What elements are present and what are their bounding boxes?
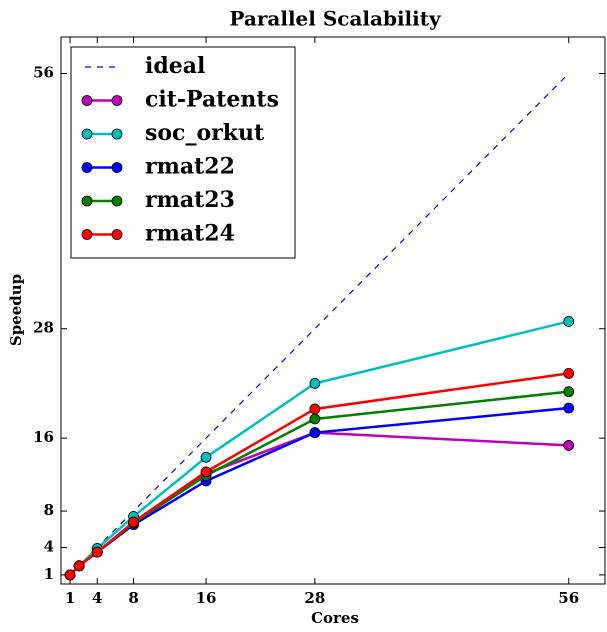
- data-point: [91, 546, 103, 558]
- x-tick-label: 56: [558, 589, 579, 607]
- data-point: [563, 368, 575, 379]
- chart-title: Parallel Scalability: [229, 7, 442, 31]
- series-line: [69, 73, 570, 576]
- legend-label: rmat23: [145, 187, 235, 213]
- legend-label: ideal: [145, 53, 205, 79]
- plot-frame: [60, 36, 606, 585]
- data-point: [563, 386, 575, 398]
- x-tick-label: 1: [65, 589, 75, 607]
- legend-marker: [81, 195, 93, 207]
- data-point: [309, 427, 321, 439]
- data-point: [309, 413, 321, 425]
- y-tick-label: 56: [33, 63, 54, 81]
- y-tick-label: 4: [44, 538, 54, 556]
- legend-label: soc_orkut: [145, 120, 265, 146]
- y-tick-label: 28: [33, 319, 54, 337]
- y-tick-label: 8: [44, 501, 54, 519]
- data-point: [200, 466, 212, 478]
- data-point: [128, 516, 139, 528]
- data-point: [563, 316, 575, 327]
- data-point: [309, 403, 321, 415]
- data-point: [563, 440, 575, 451]
- legend-marker: [111, 195, 123, 207]
- legend-label: cit-Patents: [145, 87, 279, 113]
- legend-marker: [81, 162, 93, 173]
- legend-label: rmat22: [145, 154, 235, 180]
- series-line: [69, 372, 569, 576]
- x-tick-label: 8: [128, 589, 138, 607]
- y-tick-label: 1: [44, 565, 54, 583]
- y-tick-label: 16: [33, 428, 54, 446]
- data-point: [73, 560, 85, 572]
- x-tick-label: 16: [196, 589, 217, 607]
- legend-label: rmat24: [145, 221, 235, 247]
- series-line: [69, 431, 569, 576]
- y-axis-label: Speedup: [7, 274, 25, 346]
- legend-marker: [81, 95, 93, 106]
- legend-marker: [111, 229, 123, 240]
- data-point: [563, 402, 575, 414]
- data-point: [200, 451, 212, 463]
- x-axis-label: Cores: [311, 609, 359, 627]
- legend-marker: [111, 95, 123, 106]
- x-tick-label: 4: [92, 589, 102, 607]
- series-line: [69, 320, 570, 576]
- data-point: [64, 569, 76, 581]
- legend-marker: [111, 128, 123, 140]
- x-tick-label: 28: [304, 589, 325, 607]
- legend-marker: [81, 128, 93, 140]
- legend-box: [70, 46, 296, 259]
- data-point: [309, 378, 321, 389]
- legend-marker: [81, 229, 93, 240]
- legend-marker: [111, 162, 123, 173]
